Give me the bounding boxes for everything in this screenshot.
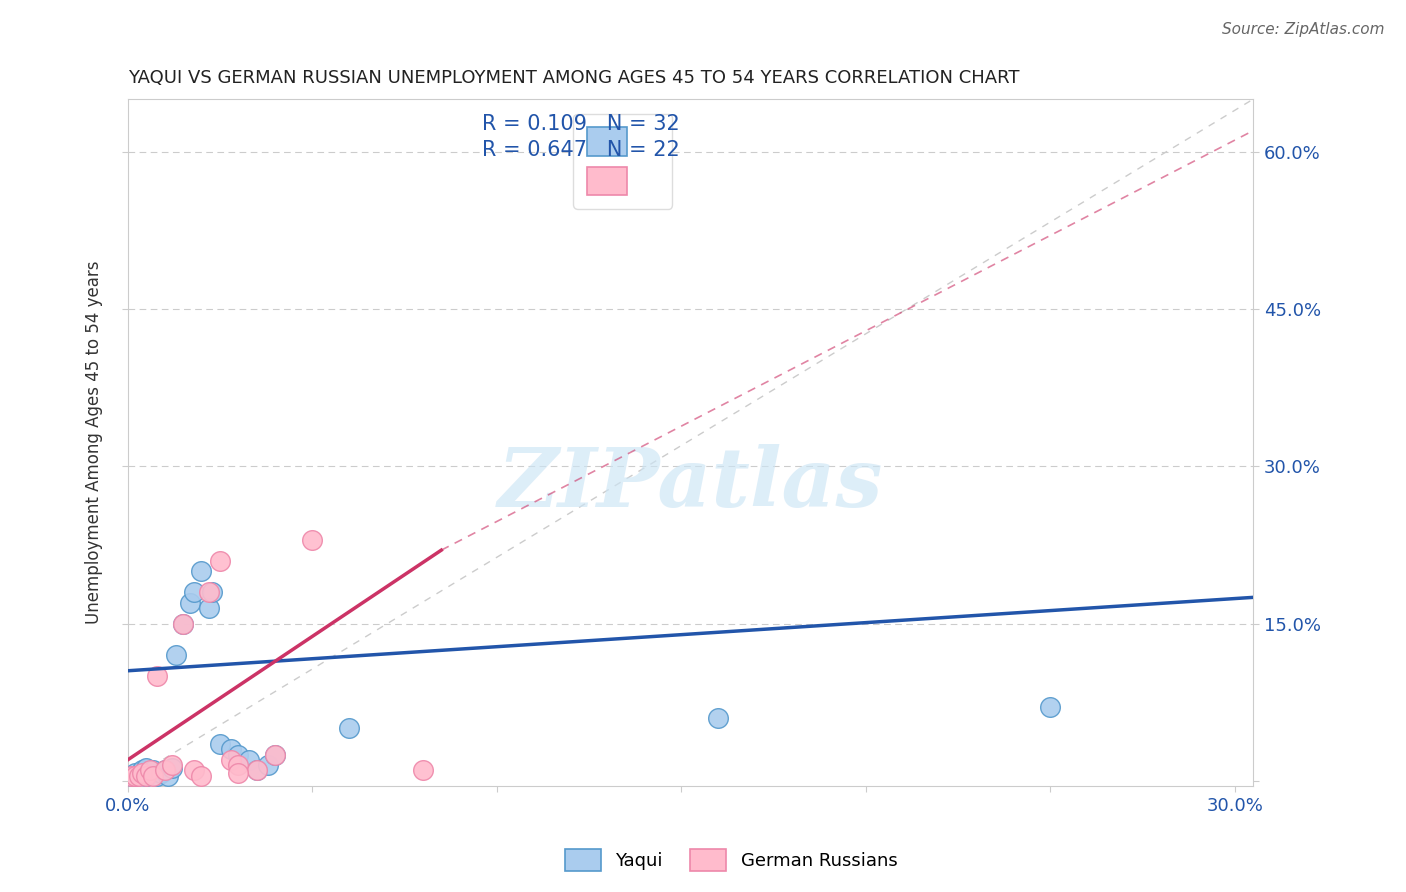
Point [172, 616, 194, 631]
Point [208, 554, 231, 568]
Point [131, 765, 153, 780]
Point [124, 769, 146, 783]
Point [238, 753, 260, 767]
Point [190, 769, 212, 783]
Y-axis label: Unemployment Among Ages 45 to 54 years: Unemployment Among Ages 45 to 54 years [86, 261, 103, 624]
Point [246, 764, 269, 778]
Text: ZIPatlas: ZIPatlas [498, 444, 883, 524]
Point [142, 769, 165, 783]
Point [120, 769, 142, 783]
Point [301, 533, 323, 547]
Legend:    ,    : , [574, 114, 672, 209]
Point [120, 769, 142, 783]
Point [142, 764, 165, 778]
Point [139, 764, 162, 778]
Point [226, 747, 249, 762]
Point [124, 765, 146, 780]
Point [131, 771, 153, 785]
Point [135, 761, 157, 775]
Point [264, 747, 287, 762]
Point [219, 742, 242, 756]
Text: R = 0.647   N = 22: R = 0.647 N = 22 [482, 140, 681, 161]
Point [128, 769, 150, 783]
Point [226, 765, 249, 780]
Point [183, 764, 205, 778]
Point [153, 764, 176, 778]
Point [198, 600, 221, 615]
Point [179, 596, 201, 610]
Point [198, 585, 221, 599]
Point [264, 747, 287, 762]
Point [128, 769, 150, 783]
Point [707, 711, 730, 725]
Text: YAQUI VS GERMAN RUSSIAN UNEMPLOYMENT AMONG AGES 45 TO 54 YEARS CORRELATION CHART: YAQUI VS GERMAN RUSSIAN UNEMPLOYMENT AMO… [128, 69, 1019, 87]
Point [208, 737, 231, 751]
Point [149, 765, 172, 780]
Point [183, 585, 205, 599]
Point [160, 758, 183, 772]
Point [201, 585, 224, 599]
Point [219, 753, 242, 767]
Point [256, 758, 278, 772]
Point [190, 564, 212, 578]
Point [246, 764, 269, 778]
Point [337, 722, 360, 736]
Text: R = 0.109   N = 32: R = 0.109 N = 32 [482, 114, 681, 135]
Legend: Yaqui, German Russians: Yaqui, German Russians [558, 842, 904, 879]
Point [226, 758, 249, 772]
Point [172, 616, 194, 631]
Point [146, 769, 169, 783]
Point [124, 769, 146, 783]
Point [157, 769, 180, 783]
Point [135, 769, 157, 783]
Point [146, 669, 169, 683]
Point [131, 764, 153, 778]
Point [153, 764, 176, 778]
Text: Source: ZipAtlas.com: Source: ZipAtlas.com [1222, 22, 1385, 37]
Point [165, 648, 187, 662]
Point [160, 761, 183, 775]
Point [135, 769, 157, 783]
Point [1039, 700, 1062, 714]
Point [412, 764, 434, 778]
Point [139, 765, 162, 780]
